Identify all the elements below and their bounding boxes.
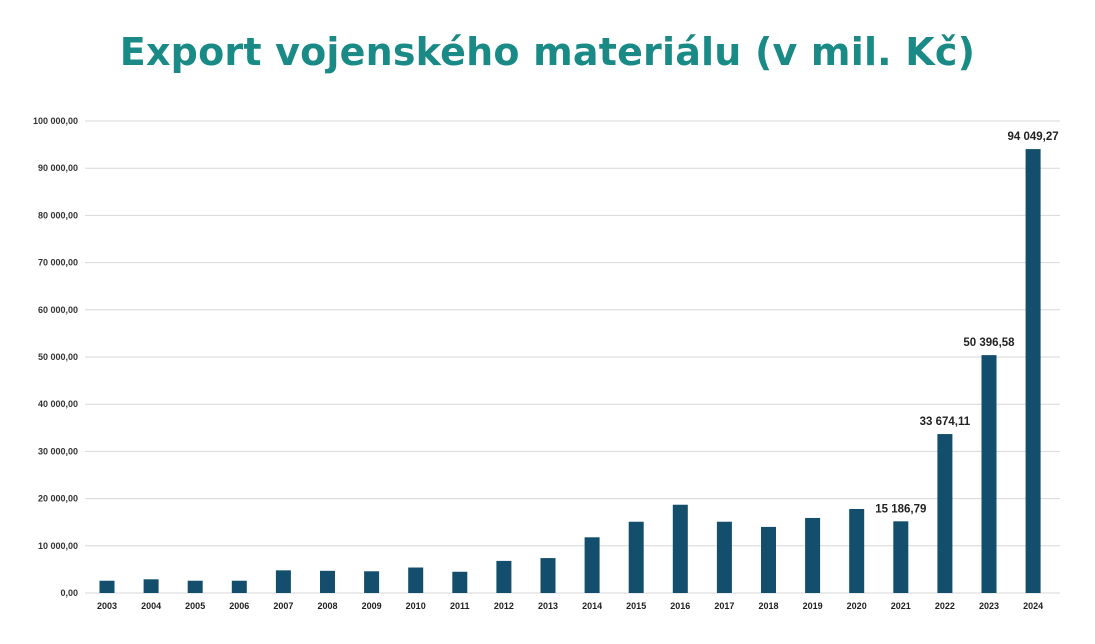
bar-2005 xyxy=(187,580,203,593)
y-tick-label: 20 000,00 xyxy=(38,494,78,504)
bar-2012 xyxy=(496,560,512,593)
y-tick-label: 30 000,00 xyxy=(38,446,78,456)
bar-2019 xyxy=(805,517,821,593)
y-tick-label: 70 000,00 xyxy=(38,258,78,268)
bar-2003 xyxy=(99,580,115,593)
bar-2018 xyxy=(761,526,776,593)
bar-2006 xyxy=(231,580,247,593)
bar-2022 xyxy=(937,434,953,593)
y-tick-label: 100 000,00 xyxy=(33,116,78,126)
bar-2024 xyxy=(1025,149,1041,593)
x-tick-label: 2020 xyxy=(847,601,867,611)
bar-2021 xyxy=(893,521,909,593)
x-tick-label: 2016 xyxy=(670,601,690,611)
bar-2023 xyxy=(981,355,997,593)
x-tick-label: 2015 xyxy=(626,601,646,611)
bar-2014 xyxy=(584,537,600,593)
x-tick-label: 2009 xyxy=(362,601,382,611)
data-label-2023: 50 396,58 xyxy=(963,337,1015,349)
x-tick-label: 2011 xyxy=(450,601,470,611)
data-labels: 15 186,79 33 674,11 50 396,58 94 049,27 xyxy=(875,131,1058,515)
x-tick-label: 2021 xyxy=(891,601,911,611)
bar-2010 xyxy=(408,567,424,593)
gridlines xyxy=(85,120,1060,594)
x-tick-label: 2007 xyxy=(273,601,293,611)
x-tick-label: 2023 xyxy=(979,601,999,611)
y-tick-label: 50 000,00 xyxy=(38,352,78,362)
bar-2013 xyxy=(540,558,556,593)
bar-2016 xyxy=(672,504,688,593)
y-tick-label: 80 000,00 xyxy=(38,210,78,220)
x-tick-label: 2005 xyxy=(185,601,205,611)
bar-2007 xyxy=(275,570,291,593)
x-tick-label: 2014 xyxy=(582,601,602,611)
y-tick-label: 60 000,00 xyxy=(38,305,78,315)
x-tick-label: 2008 xyxy=(317,601,337,611)
y-tick-label: 10 000,00 xyxy=(38,541,78,551)
x-tick-label: 2018 xyxy=(758,601,778,611)
y-tick-label: 0,00 xyxy=(60,588,78,598)
x-tick-label: 2003 xyxy=(97,601,117,611)
data-label-2024: 94 049,27 xyxy=(1008,131,1059,143)
data-label-2021: 15 186,79 xyxy=(875,503,926,515)
y-axis-tick-labels: 0,00 10 000,00 20 000,00 30 000,00 40 000,00… xyxy=(33,116,78,598)
x-tick-label: 2022 xyxy=(935,601,955,611)
bar-2009 xyxy=(364,571,380,593)
x-tick-label: 2013 xyxy=(538,601,558,611)
x-tick-label: 2024 xyxy=(1023,601,1043,611)
x-tick-label: 2010 xyxy=(406,601,426,611)
bars xyxy=(99,149,1041,593)
x-tick-label: 2019 xyxy=(803,601,823,611)
bar-2011 xyxy=(452,571,468,593)
x-tick-label: 2006 xyxy=(229,601,249,611)
chart-title: Export vojenského materiálu (v mil. Kč) xyxy=(119,30,976,74)
bar-2008 xyxy=(320,570,335,593)
y-tick-label: 90 000,00 xyxy=(38,163,78,173)
bar-2020 xyxy=(849,508,865,593)
bar-2015 xyxy=(628,521,644,593)
bar-2017 xyxy=(716,521,732,593)
y-tick-label: 40 000,00 xyxy=(38,399,78,409)
x-tick-label: 2012 xyxy=(494,601,514,611)
bar-2004 xyxy=(143,579,159,593)
x-tick-label: 2004 xyxy=(141,601,161,611)
x-tick-label: 2017 xyxy=(714,601,734,611)
data-label-2022: 33 674,11 xyxy=(920,416,971,428)
x-axis-tick-labels: 2003 2004 2005 2006 2007 2008 2009 2010 2011 2012… xyxy=(97,601,1043,611)
